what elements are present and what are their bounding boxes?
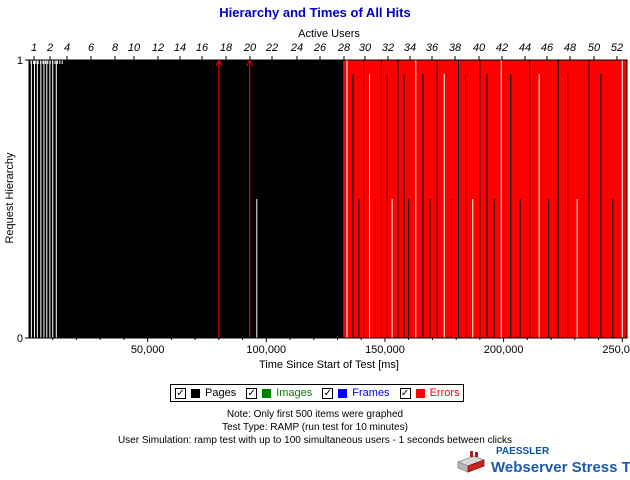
- top-tick-label: 52: [611, 42, 623, 54]
- top-tick-label: 40: [473, 42, 486, 54]
- top-tick-label: 24: [290, 42, 303, 54]
- pages-swatch: [191, 388, 200, 398]
- top-tick-label: 2: [46, 42, 53, 54]
- top-tick-label: 32: [382, 42, 394, 54]
- x-tick-label: 150,000: [365, 344, 405, 356]
- x-tick-label: 100,000: [246, 344, 286, 356]
- chart: Hierarchy and Times of All Hits Active U…: [4, 5, 630, 371]
- top-tick-label: 20: [243, 42, 257, 54]
- errors-checkbox[interactable]: ✓: [399, 387, 411, 399]
- top-tick-label: 30: [359, 42, 372, 54]
- top-tick-label: 12: [152, 42, 164, 54]
- errors-label: Errors: [429, 387, 460, 399]
- errors-swatch: [415, 388, 425, 398]
- top-axis-label: Active Users: [298, 28, 360, 40]
- errors-bar: [343, 60, 627, 338]
- legend-item-images[interactable]: ✓ Images: [246, 387, 312, 399]
- branding: PAESSLER Webserver Stress Tool: [456, 446, 630, 480]
- images-label: Images: [276, 387, 313, 399]
- top-tick-label: 42: [496, 42, 508, 54]
- x-axis: 50,000 100,000 150,000 200,000 250,000: [52, 338, 630, 356]
- pages-bar: [29, 60, 344, 338]
- top-tick-label: 38: [449, 42, 462, 54]
- top-tick-label: 4: [64, 42, 70, 54]
- y-tick-label: 0: [17, 333, 23, 345]
- top-tick-label: 28: [337, 42, 351, 54]
- legend-item-frames[interactable]: ✓ Frames: [322, 387, 390, 399]
- top-tick-label: 34: [404, 42, 416, 54]
- chart-title: Hierarchy and Times of All Hits: [219, 5, 410, 20]
- frames-label: Frames: [352, 387, 390, 399]
- note-items-graphed: Note: Only first 500 items were graphed: [226, 409, 404, 420]
- frames-swatch: [338, 388, 348, 398]
- top-tick-label: 8: [112, 42, 119, 54]
- note-user-simulation: User Simulation: ramp test with up to 10…: [117, 435, 513, 446]
- x-tick-label: 250,000: [602, 344, 630, 356]
- frames-checkbox[interactable]: ✓: [322, 387, 334, 399]
- top-tick-label: 22: [265, 42, 278, 54]
- top-tick-label: 50: [588, 42, 601, 54]
- plot-area: [28, 58, 628, 339]
- top-tick-label: 16: [196, 42, 209, 54]
- pages-label: Pages: [205, 387, 237, 399]
- top-tick-label: 10: [128, 42, 141, 54]
- top-tick-label: 36: [426, 42, 439, 54]
- server-logo-icon: [456, 451, 486, 473]
- product-name: Webserver Stress Tool: [491, 459, 630, 476]
- top-tick-label: 46: [541, 42, 554, 54]
- pages-checkbox[interactable]: ✓: [175, 387, 186, 399]
- x-tick-label: 200,000: [484, 344, 524, 356]
- x-tick-label: 50,000: [131, 344, 165, 356]
- y-axis: 01: [17, 55, 29, 345]
- plot-border: [28, 59, 628, 339]
- legend-item-pages[interactable]: ✓ Pages: [175, 387, 236, 399]
- top-tick-label: 14: [174, 42, 186, 54]
- x-axis-label: Time Since Start of Test [ms]: [259, 359, 399, 371]
- y-tick-label: 1: [17, 55, 23, 67]
- top-tick-label: 44: [519, 42, 531, 54]
- top-tick-label: 18: [220, 42, 233, 54]
- top-tick-label: 26: [313, 42, 327, 54]
- note-test-type: Test Type: RAMP (run test for 10 minutes…: [222, 422, 408, 433]
- images-swatch: [262, 388, 272, 398]
- company-name: PAESSLER: [496, 446, 550, 457]
- legend-item-errors[interactable]: ✓ Errors: [399, 387, 460, 399]
- legend: ✓ Pages ✓ Images ✓ Frames ✓ Errors: [170, 384, 464, 402]
- top-tick-label: 6: [88, 42, 95, 54]
- top-tick-label: 48: [564, 42, 577, 54]
- top-axis: 1 2 4 6 8 10 12 14 16 18 20 22 24 26 28 30 32 34 36 38 40 42 4…: [31, 42, 623, 60]
- y-axis-label: Request Hierarchy: [4, 152, 16, 244]
- top-tick-label: 1: [31, 42, 37, 54]
- images-checkbox[interactable]: ✓: [246, 387, 258, 399]
